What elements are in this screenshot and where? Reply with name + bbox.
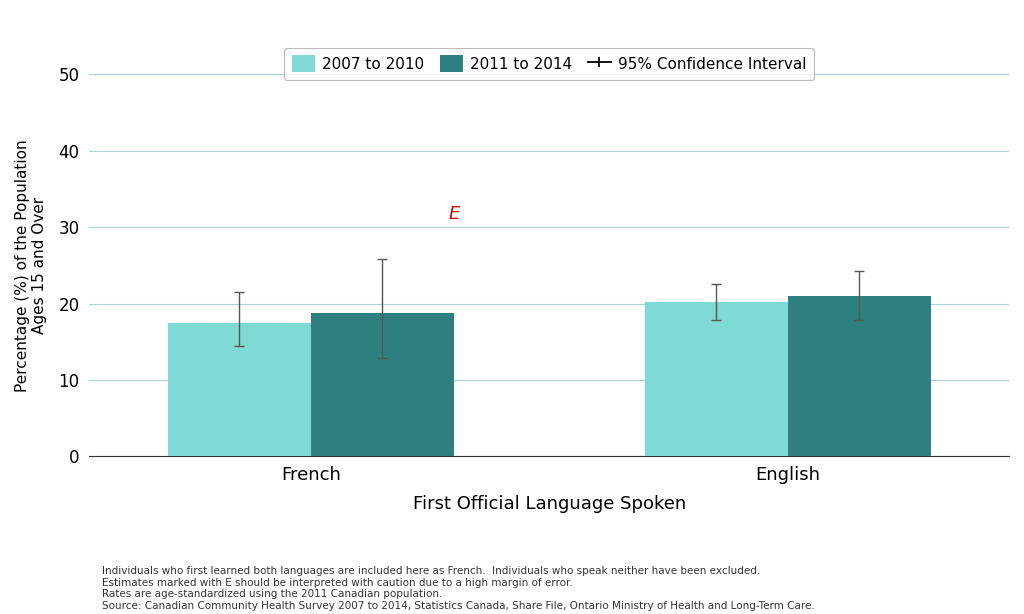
Text: Individuals who first learned both languages are included here as French.  Indiv: Individuals who first learned both langu… bbox=[102, 566, 815, 611]
Legend: 2007 to 2010, 2011 to 2014, 95% Confidence Interval: 2007 to 2010, 2011 to 2014, 95% Confiden… bbox=[284, 48, 814, 80]
Text: E: E bbox=[449, 205, 460, 223]
Y-axis label: Percentage (%) of the Population
Ages 15 and Over: Percentage (%) of the Population Ages 15… bbox=[15, 139, 47, 392]
Bar bbox=[310, 313, 454, 456]
Bar bbox=[168, 322, 310, 456]
Bar bbox=[644, 302, 787, 456]
X-axis label: First Official Language Spoken: First Official Language Spoken bbox=[413, 495, 686, 513]
Bar bbox=[787, 296, 931, 456]
